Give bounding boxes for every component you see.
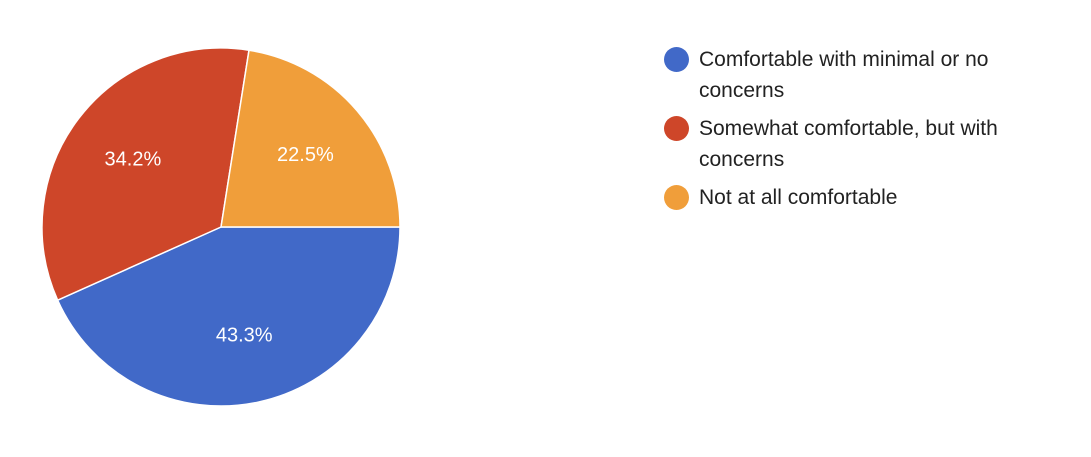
slice-label-somewhat-comfortable: 34.2%: [105, 149, 162, 171]
pie-slice-somewhat-comfortable: [41, 47, 250, 302]
slice-label-not-comfortable: 22.5%: [277, 144, 334, 166]
legend-swatch-somewhat-comfortable: [664, 116, 689, 141]
legend-item-somewhat-comfortable: Somewhat comfortable, but with concerns: [664, 113, 1074, 175]
legend: Comfortable with minimal or no concerns …: [664, 44, 1074, 220]
legend-label-somewhat-comfortable: Somewhat comfortable, but with concerns: [699, 117, 998, 171]
legend-label-not-comfortable: Not at all comfortable: [699, 186, 898, 209]
pie-slice-comfortable: [56, 226, 401, 407]
legend-swatch-comfortable: [664, 47, 689, 72]
legend-item-comfortable: Comfortable with minimal or no concerns: [664, 44, 1074, 106]
legend-label-comfortable: Comfortable with minimal or no concerns: [699, 48, 989, 102]
pie-plot-area: 43.3% 34.2% 22.5%: [41, 47, 401, 407]
legend-item-not-comfortable: Not at all comfortable: [664, 182, 1074, 213]
slice-label-comfortable: 43.3%: [216, 325, 273, 347]
legend-swatch-not-comfortable: [664, 185, 689, 210]
pie-slice-not-comfortable: [220, 49, 401, 228]
